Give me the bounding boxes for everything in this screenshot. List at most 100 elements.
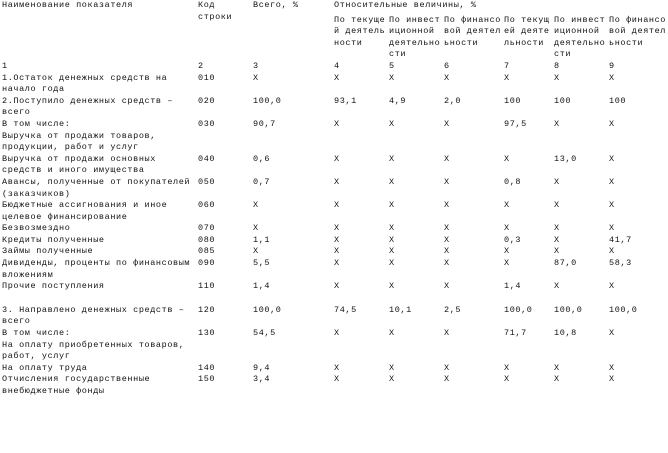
- row-code: 085: [198, 246, 216, 257]
- spacer: [2, 293, 668, 305]
- blank-cell: [609, 340, 668, 363]
- header-code: Код строки: [198, 0, 233, 22]
- row-value: X: [389, 374, 395, 385]
- row-label: Прочие поступления: [2, 281, 105, 292]
- row-total: 0,6: [253, 153, 271, 164]
- row-value: 100: [504, 95, 522, 106]
- row-value: X: [389, 72, 395, 83]
- blank-cell: [334, 293, 389, 305]
- subheader: По текущей деятельности: [504, 14, 550, 48]
- row-code: 070: [198, 223, 216, 234]
- row-value: 41,7: [609, 234, 632, 245]
- row-total: X: [253, 223, 259, 234]
- row-value: X: [334, 153, 340, 164]
- row-value: X: [554, 223, 560, 234]
- blank-cell: [444, 293, 504, 305]
- blank-cell: [554, 131, 609, 154]
- row-code: 010: [198, 72, 216, 83]
- subheader: По текущей деятельности: [334, 14, 386, 48]
- subheader: По финансовой деятельности: [444, 14, 502, 48]
- row-label: 1.Остаток денежных средств на начало год…: [2, 72, 168, 95]
- header-name: Наименование показателя: [2, 0, 134, 10]
- data-row: Безвозмездно 070 X X X X X X X: [2, 223, 668, 235]
- row-total: X: [253, 200, 259, 211]
- row-value: X: [444, 234, 450, 245]
- row-label: Авансы, полученные от покупателей (заказ…: [2, 176, 191, 199]
- row-value: X: [389, 153, 395, 164]
- row-label: В том числе:: [2, 118, 71, 129]
- data-row: Займы полученные 085 X X X X X X X: [2, 246, 668, 258]
- row-value: X: [609, 374, 615, 385]
- row-value: X: [444, 223, 450, 234]
- row-value: X: [389, 258, 395, 269]
- row-value: X: [334, 223, 340, 234]
- row-code: 060: [198, 200, 216, 211]
- row-value: 71,7: [504, 328, 527, 339]
- blank-cell: [554, 293, 609, 305]
- row-code: 050: [198, 176, 216, 187]
- row-value: X: [609, 72, 615, 83]
- row-label: На оплату труда: [2, 362, 88, 373]
- row-value: X: [334, 362, 340, 373]
- row-value: X: [504, 153, 510, 164]
- row-value: 58,3: [609, 258, 632, 269]
- row-code: 130: [198, 328, 216, 339]
- row-value: X: [609, 200, 615, 211]
- row-value: X: [334, 176, 340, 187]
- row-value: X: [609, 328, 615, 339]
- blank-cell: [2, 293, 198, 305]
- blank-cell: [198, 131, 253, 154]
- row-value: 13,0: [554, 153, 577, 164]
- row-total: X: [253, 246, 259, 257]
- row-value: 97,5: [504, 118, 527, 129]
- blank-cell: [253, 293, 334, 305]
- row-value: 10,1: [389, 304, 412, 315]
- row-code: 150: [198, 374, 216, 385]
- row-label: Выручка от продажи товаров, продукции, р…: [2, 130, 156, 153]
- row-value: X: [444, 258, 450, 269]
- column-number: 6: [444, 60, 450, 71]
- row-label: 2.Поступило денежных средств – всего: [2, 95, 174, 118]
- row-value: X: [444, 328, 450, 339]
- row-value: X: [609, 281, 615, 292]
- row-value: X: [389, 223, 395, 234]
- blank-cell: [389, 340, 444, 363]
- row-value: X: [389, 362, 395, 373]
- blank-cell: [389, 131, 444, 154]
- row-total: 54,5: [253, 328, 276, 339]
- column-number: 1: [2, 60, 8, 71]
- row-total: 3,4: [253, 374, 271, 385]
- row-value: X: [444, 246, 450, 257]
- row-value: X: [389, 176, 395, 187]
- row-value: 100,0: [504, 304, 533, 315]
- column-number: 3: [253, 60, 259, 71]
- row-value: X: [504, 223, 510, 234]
- blank-cell: [198, 293, 253, 305]
- row-value: X: [334, 374, 340, 385]
- row-label: На оплату приобретенных товаров, работ, …: [2, 339, 185, 362]
- row-value: 2,5: [444, 304, 462, 315]
- row-value: X: [389, 281, 395, 292]
- row-code: 030: [198, 118, 216, 129]
- data-row: Прочие поступления 110 1,4 X X X 1,4 X X: [2, 281, 668, 293]
- row-value: X: [334, 246, 340, 257]
- subheader-row: По текущей деятельности По инвестиционной…: [2, 12, 668, 61]
- blank-cell: [444, 340, 504, 363]
- row-label: В том числе:: [2, 328, 71, 339]
- row-value: 100: [609, 95, 627, 106]
- data-row: На оплату труда 140 9,4 X X X X X X: [2, 363, 668, 375]
- row-code: 020: [198, 95, 216, 106]
- row-value: X: [554, 234, 560, 245]
- row-label: Выручка от продажи основных средств и ин…: [2, 153, 156, 176]
- row-label: Дивиденды, проценты по финансовым вложен…: [2, 258, 191, 280]
- row-value: X: [609, 153, 615, 164]
- row-value: 100,0: [554, 304, 583, 315]
- row-value: X: [334, 281, 340, 292]
- data-row: В том числе: 030 90,7 X X X 97,5 X X: [2, 119, 668, 131]
- blank-cell: [253, 340, 334, 363]
- data-row: Выручка от продажи товаров, продукции, р…: [2, 131, 668, 154]
- blank-cell: [334, 340, 389, 363]
- row-value: X: [444, 72, 450, 83]
- row-total: X: [253, 72, 259, 83]
